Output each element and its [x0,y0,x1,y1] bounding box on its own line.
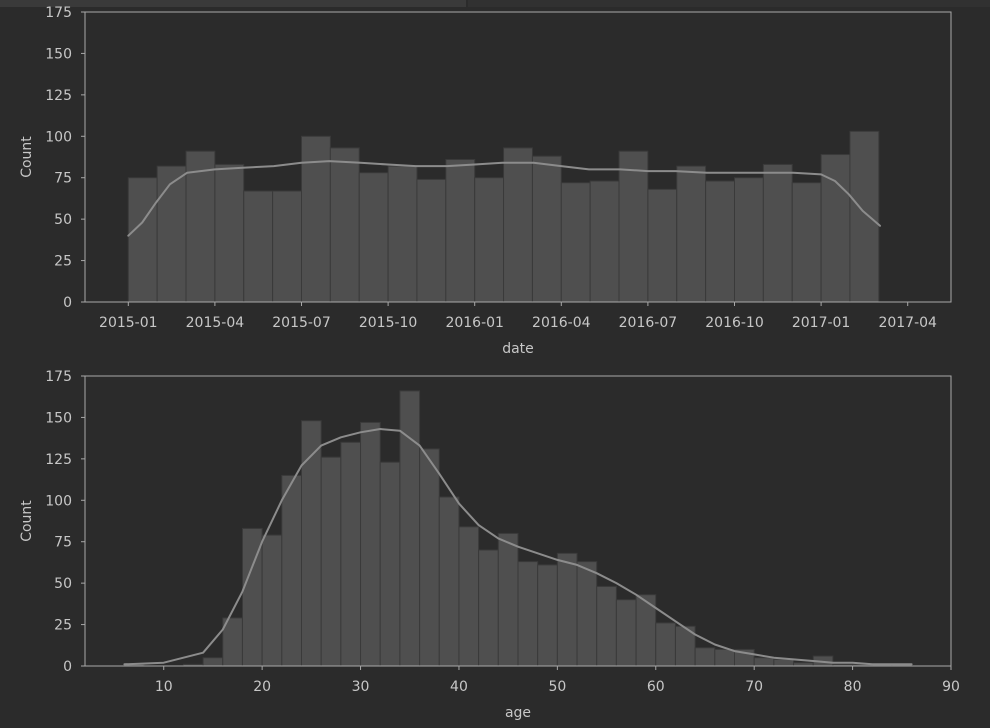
histogram-bar [791,182,822,303]
x-tick-label: 2016-07 [619,315,678,331]
histogram-bar [458,526,480,667]
x-tick-label: 40 [450,679,468,695]
y-tick-label: 75 [54,535,72,551]
histogram-bar [560,182,591,303]
histogram-bar [320,456,342,667]
histogram-bar [202,657,224,667]
chart-panel-age: 0 25 50 75 100 125 150 175 10 20 30 40 50 60 70 80 90 age… [19,369,960,721]
histogram-bar [214,163,245,303]
histogram-bar [156,165,187,303]
histogram-bar [655,622,676,667]
histogram-bar [676,165,707,303]
x-tick-label: 2017-01 [792,315,851,331]
histogram-bar [438,496,460,667]
histogram-bar [329,147,360,303]
editor-tab-left[interactable] [0,0,466,7]
histogram-bar [478,549,499,667]
histogram-bar [416,178,447,303]
x-tick-label: 2017-04 [878,315,937,331]
kde-line [127,160,881,237]
chart-panel-date: 0 25 50 75 100 125 150 175 2015-01 2015-04 2015-07… [19,5,952,357]
y-tick-label: 125 [45,452,72,468]
histogram-bar [576,561,598,667]
histogram-bar [647,188,678,303]
histogram-bar [301,420,322,667]
histogram-bar [734,177,764,303]
x-tick-label: 60 [647,679,665,695]
kde-line [123,428,913,666]
plot-frame [84,11,952,303]
histogram-bar [714,648,735,667]
y-tick-label: 125 [45,88,72,104]
y-tick-label: 175 [45,369,72,385]
x-tick-label: 2015-10 [359,315,418,331]
x-tick-label: 10 [155,679,173,695]
plot-frame [84,375,952,667]
histogram-bar [379,461,401,667]
histogram-bar [340,441,362,667]
histogram-bar [185,150,216,303]
histogram-bar [261,534,283,667]
y-tick-label: 175 [45,5,72,21]
y-tick-label: 150 [45,46,72,62]
y-tick-label: 25 [54,254,72,270]
x-tick-label: 2016-01 [445,315,504,331]
x-tick-label: 2015-01 [99,315,158,331]
histogram-bar [517,561,539,667]
histogram-bar [618,150,649,303]
x-tick-label: 2015-07 [272,315,331,331]
histogram-bar [820,154,851,303]
histogram-bar [705,180,736,303]
x-tick-label: 80 [844,679,862,695]
x-tick-label: 20 [253,679,271,695]
y-axis-label: Count [19,136,35,178]
window-top-strip [0,0,990,7]
histogram-bar [596,585,617,667]
y-axis-label: Count [19,500,35,542]
histogram-bar [281,474,302,667]
y-tick-label: 50 [54,212,72,228]
histogram-bar [531,155,562,303]
histogram-bar [556,552,578,667]
histogram-bar [445,158,476,303]
histogram-bar [474,177,505,303]
histogram-bar [497,532,519,667]
histogram-bar [589,180,620,303]
x-axis-label: age [505,705,531,721]
editor-tab-right[interactable] [468,0,990,7]
x-tick-label: 2016-10 [705,315,764,331]
histogram-bar [243,190,274,303]
y-tick-label: 50 [54,576,72,592]
x-axis-label: date [502,341,534,357]
histogram-bar [419,448,440,667]
y-tick-label: 150 [45,410,72,426]
histogram-bar [272,190,302,303]
y-tick-label: 100 [45,129,72,145]
histogram-bar [358,172,389,303]
y-tick-label: 100 [45,493,72,509]
histogram-bar [127,177,158,303]
histogram-bar [753,657,775,667]
histogram-bar [537,564,558,667]
x-tick-label: 2016-04 [532,315,591,331]
histogram-bar [503,147,533,303]
y-tick-label: 0 [63,295,72,311]
y-tick-label: 0 [63,659,72,675]
histogram-bar [615,599,637,667]
histogram-bar [762,163,793,303]
histogram-bar [849,130,880,303]
histogram-bar [694,647,716,667]
x-tick-label: 30 [352,679,370,695]
x-tick-label: 70 [745,679,763,695]
x-tick-label: 50 [548,679,566,695]
x-tick-label: 2015-04 [186,315,245,331]
histogram-bar [387,165,418,303]
histogram-bar [773,658,795,667]
y-tick-label: 75 [54,171,72,187]
x-tick-label: 90 [942,679,960,695]
y-tick-label: 25 [54,618,72,634]
histogram-bar [360,421,381,667]
